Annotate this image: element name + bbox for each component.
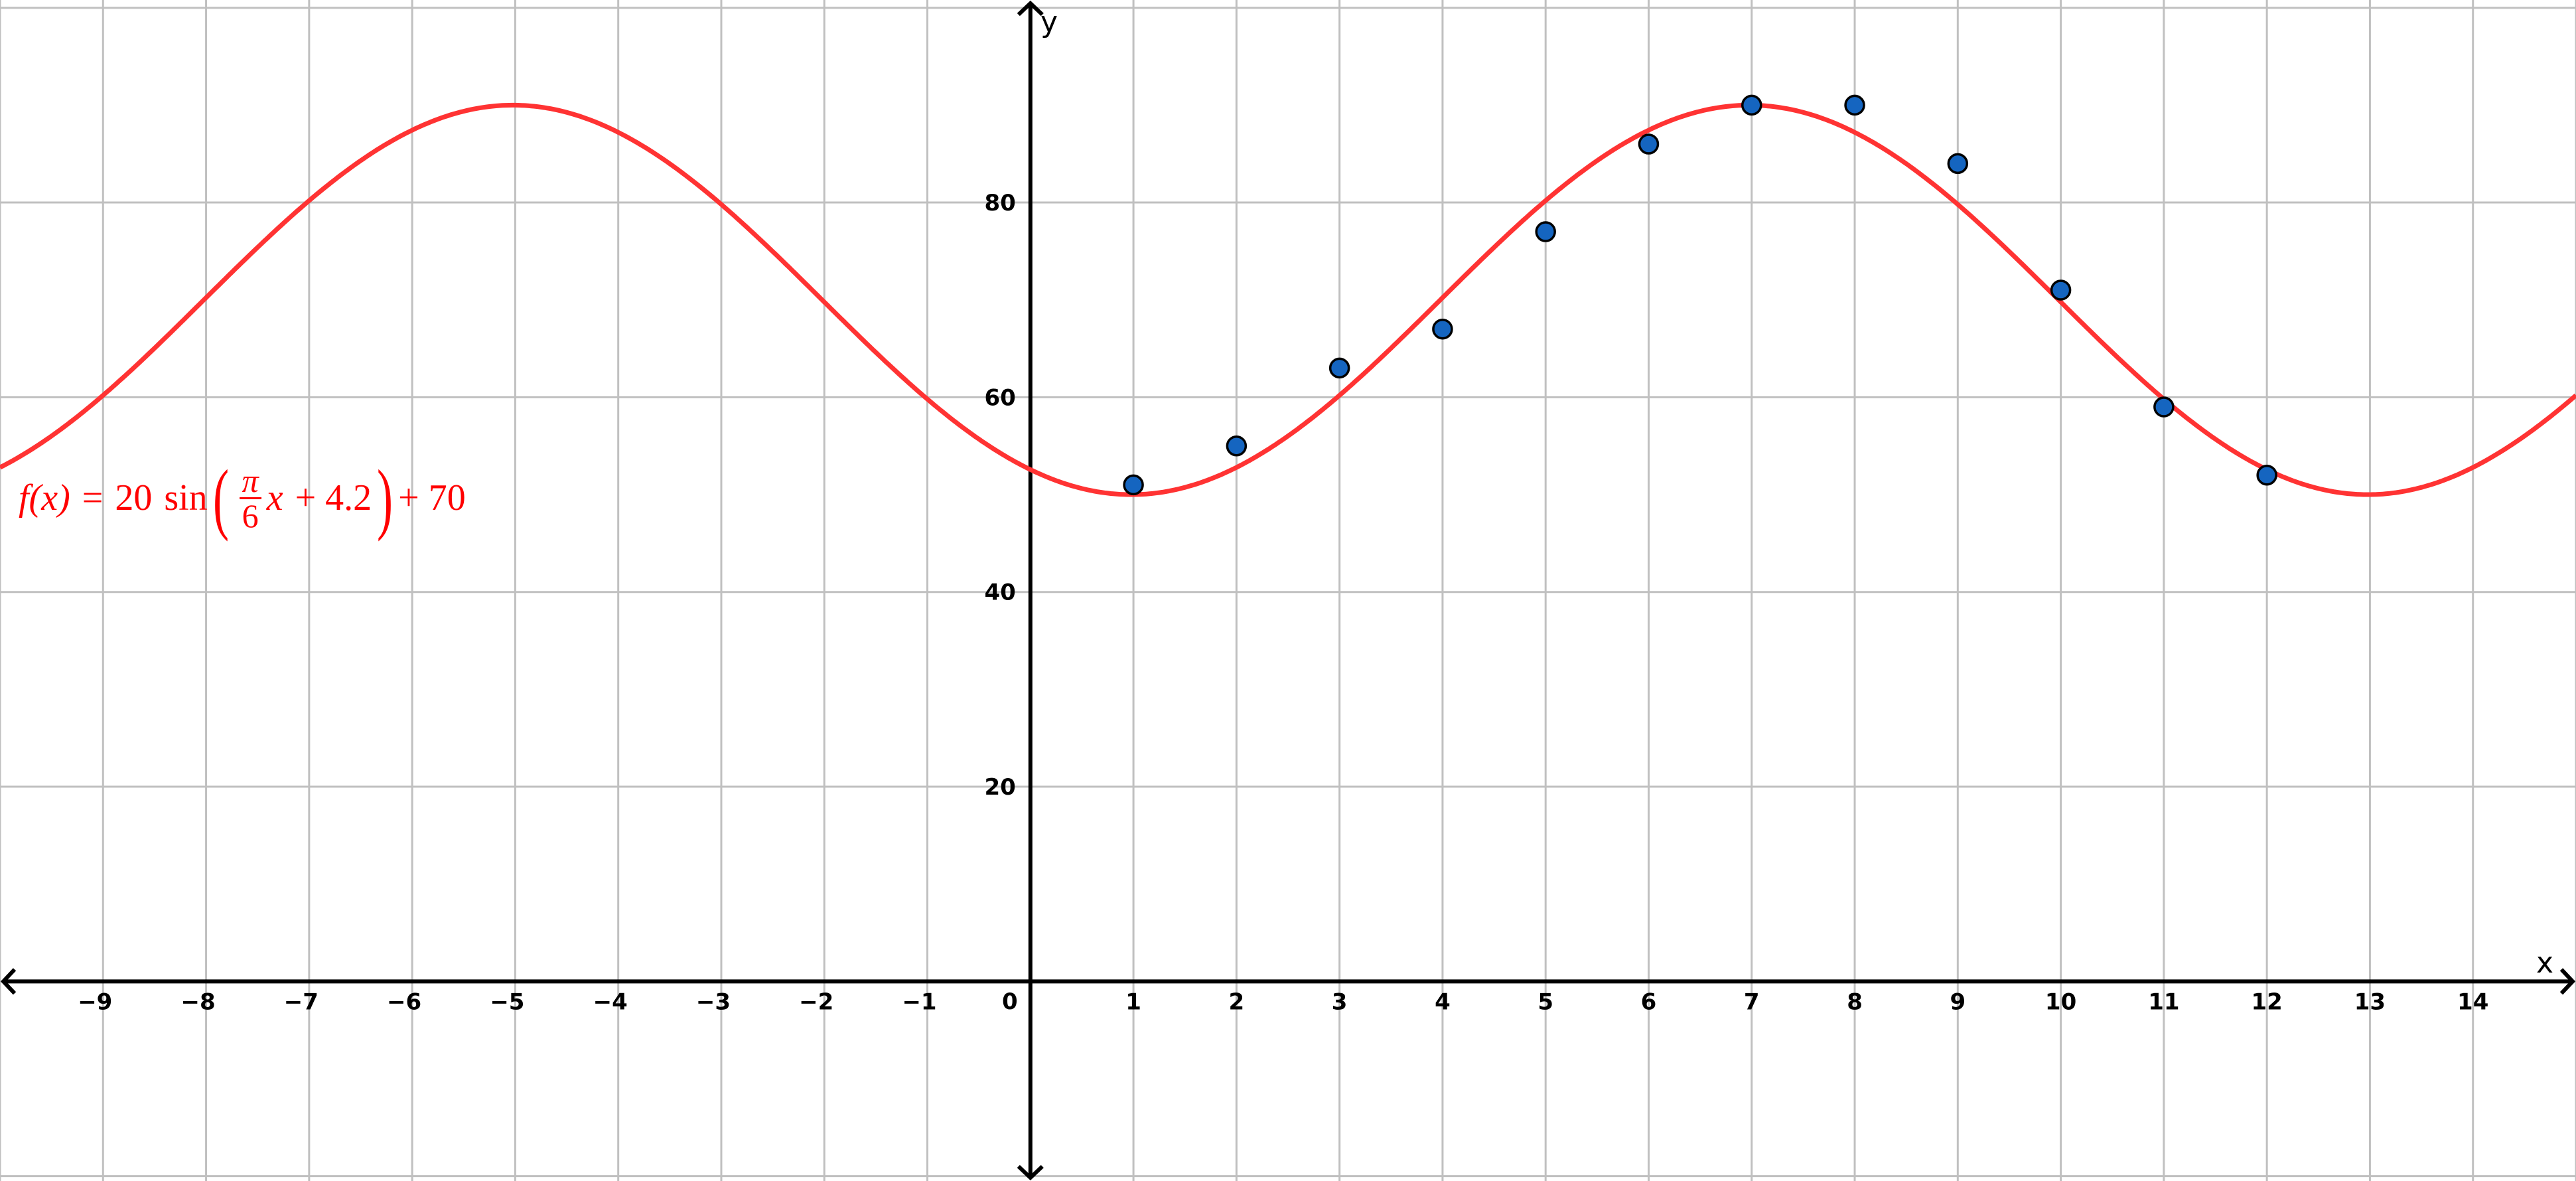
formula-lhs: f(x) bbox=[19, 477, 70, 518]
x-tick-label: 6 bbox=[1641, 988, 1657, 1015]
x-tick-label: 8 bbox=[1847, 988, 1863, 1015]
origin-label: 0 bbox=[1002, 988, 1018, 1015]
x-tick-label: 9 bbox=[1950, 988, 1966, 1015]
x-axis-arrow-right bbox=[2559, 968, 2576, 995]
x-axis-arrow-left bbox=[0, 968, 17, 995]
x-tick-label: −9 bbox=[78, 988, 112, 1015]
data-point bbox=[1226, 435, 1248, 457]
x-tick-label: 10 bbox=[2045, 988, 2076, 1015]
sine-curve bbox=[0, 102, 2576, 497]
x-tick-label: 12 bbox=[2251, 988, 2282, 1015]
data-point bbox=[1844, 94, 1865, 116]
data-point bbox=[1741, 94, 1762, 116]
data-point bbox=[1328, 357, 1350, 379]
formula-offset: + 70 bbox=[398, 477, 466, 518]
data-point bbox=[2256, 464, 2277, 486]
formula-phase: + 4.2 bbox=[295, 477, 372, 518]
x-tick-label: −1 bbox=[902, 988, 936, 1015]
x-tick-label: −8 bbox=[180, 988, 215, 1015]
data-point bbox=[2153, 396, 2175, 418]
x-tick-label: 11 bbox=[2148, 988, 2179, 1015]
data-points bbox=[1123, 94, 2277, 496]
data-point bbox=[1432, 318, 1453, 340]
x-tick-label: 4 bbox=[1435, 988, 1451, 1015]
formula-amplitude: 20 bbox=[115, 477, 153, 518]
data-point bbox=[1638, 133, 1660, 155]
x-tick-label: 2 bbox=[1229, 988, 1245, 1015]
x-tick-label: −7 bbox=[284, 988, 319, 1015]
x-tick-label: 1 bbox=[1125, 988, 1141, 1015]
x-tick-label: 5 bbox=[1538, 988, 1553, 1015]
data-point bbox=[1123, 474, 1144, 496]
function-label: f(x) = 20 sin ( π 6 x + 4.2 ) + 70 bbox=[19, 453, 466, 542]
x-tick-label: 3 bbox=[1332, 988, 1348, 1015]
data-point bbox=[2050, 279, 2072, 301]
y-tick-label: 80 bbox=[984, 190, 1015, 216]
formula-sin: sin bbox=[164, 477, 208, 518]
x-tick-label: −5 bbox=[490, 988, 524, 1015]
x-tick-label: −2 bbox=[799, 988, 833, 1015]
formula-fraction: π 6 bbox=[239, 464, 261, 534]
formula-var: x bbox=[266, 477, 283, 518]
formula-eq: = bbox=[82, 477, 104, 518]
data-point bbox=[1535, 221, 1556, 242]
x-tick-label: 13 bbox=[2354, 988, 2386, 1015]
y-tick-label: 40 bbox=[984, 580, 1015, 606]
y-axis-arrow-up bbox=[1017, 0, 1044, 17]
y-tick-label: 20 bbox=[984, 774, 1015, 801]
data-point bbox=[1947, 153, 1969, 175]
formula-numerator: π bbox=[239, 464, 261, 499]
formula-denominator: 6 bbox=[242, 497, 259, 534]
x-tick-label: −3 bbox=[696, 988, 731, 1015]
y-tick-label: 60 bbox=[984, 384, 1015, 411]
x-tick-label: −4 bbox=[593, 988, 628, 1015]
x-tick-label: −6 bbox=[387, 988, 421, 1015]
x-axis-label: x bbox=[2536, 946, 2553, 980]
x-tick-label: 7 bbox=[1744, 988, 1760, 1015]
x-tick-label: 14 bbox=[2457, 988, 2488, 1015]
y-axis-label: y bbox=[1040, 5, 1058, 39]
tick-labels: −9 −8 −7 −6 −5 −4 −3 −2 −1 1 2 3 4 5 6 7 8 9 10 11 12 13 14204… bbox=[78, 190, 2488, 1015]
y-axis-arrow-down bbox=[1017, 1164, 1044, 1181]
